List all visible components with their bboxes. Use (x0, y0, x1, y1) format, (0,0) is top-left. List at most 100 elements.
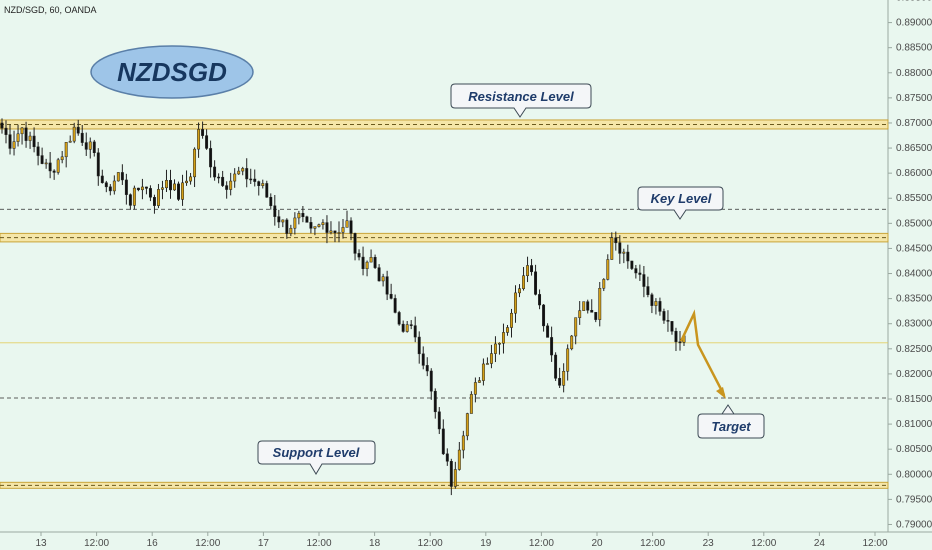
candle-body (646, 286, 650, 295)
candle-body (674, 331, 678, 343)
candle-body (530, 265, 534, 273)
callout-key-label: Key Level (651, 191, 712, 206)
candle-body (502, 332, 505, 344)
candle-body (614, 237, 618, 244)
candle-body (373, 257, 377, 268)
candle-body (181, 182, 184, 200)
x-tick-label-12: 23 (703, 538, 715, 549)
y-tick-label-7: 0.86000 (896, 168, 932, 179)
candle-body (606, 259, 610, 280)
candle-body (586, 301, 590, 311)
candle-body (666, 320, 670, 322)
candle-body (4, 127, 8, 135)
candle-body (88, 141, 92, 150)
x-tick-label-1: 12:00 (84, 538, 109, 549)
candle-body (309, 222, 313, 229)
candle-body (550, 337, 554, 356)
candle-body (197, 129, 201, 150)
chart-title: NZDSGD (117, 57, 227, 87)
candle-body (152, 197, 156, 206)
candle-body (56, 159, 60, 173)
candle-body (24, 127, 28, 141)
candle-body (44, 162, 48, 165)
callout-support-box (257, 440, 376, 475)
candle-body (173, 183, 176, 191)
candle-body (610, 237, 614, 260)
candles-layer (0, 118, 686, 496)
x-tick-label-11: 12:00 (640, 538, 665, 549)
candle-body (124, 179, 128, 195)
candle-body (165, 180, 168, 189)
x-tick-label-8: 19 (480, 538, 492, 549)
candle-body (461, 435, 465, 451)
x-tick-label-2: 16 (147, 538, 159, 549)
candle-body (349, 220, 353, 234)
candle-body (72, 126, 76, 142)
candle-body (80, 132, 84, 143)
y-tick-label-21: 0.79000 (896, 519, 932, 530)
candle-body (84, 142, 88, 150)
candle-body (481, 363, 485, 381)
candle-body (602, 279, 606, 289)
candle-body (20, 127, 24, 135)
candle-body (357, 253, 361, 258)
candle-body (417, 336, 421, 355)
candle-body (64, 142, 68, 158)
candle-body (189, 176, 193, 182)
candle-body (582, 301, 586, 311)
candle-body (590, 309, 594, 313)
candle-body (441, 428, 445, 455)
price-axis: 0.89500 0.89000 0.88500 0.88000 0.87500 0.870… (888, 0, 932, 530)
candle-body (345, 220, 349, 228)
title-badge-shape (90, 45, 254, 99)
candle-body (281, 219, 285, 223)
x-tick-label-13: 12:00 (751, 538, 776, 549)
candle-body (518, 288, 521, 294)
candle-body (205, 135, 209, 149)
candle-body (144, 186, 148, 189)
candle-body (313, 226, 317, 229)
candle-body (157, 189, 160, 206)
candle-body (650, 294, 654, 306)
y-tick-label-10: 0.84500 (896, 243, 932, 254)
candle-body (477, 380, 481, 383)
candle-body (233, 173, 237, 182)
candle-body (104, 182, 108, 188)
candle-body (136, 187, 140, 191)
candle-body (273, 205, 277, 217)
projection-layer (679, 309, 726, 399)
candle-body (177, 183, 180, 200)
candle-body (598, 287, 602, 320)
y-tick-label-16: 0.81500 (896, 394, 932, 405)
candle-body (301, 213, 305, 218)
callout-resistance-label: Resistance Level (468, 89, 574, 104)
candle-body (261, 183, 265, 186)
candle-body (510, 312, 513, 328)
candle-body (68, 140, 72, 143)
y-tick-label-14: 0.82500 (896, 344, 932, 355)
candle-body (321, 222, 325, 225)
callout-target-label: Target (711, 419, 751, 434)
candle-body (465, 413, 469, 437)
candle-body (630, 260, 634, 269)
candle-body (534, 271, 538, 295)
candle-body (642, 274, 646, 287)
candle-body (453, 469, 457, 487)
candle-body (437, 411, 441, 430)
candle-body (317, 224, 321, 227)
candle-body (120, 172, 124, 181)
candle-body (36, 146, 40, 156)
candle-body (32, 135, 36, 148)
y-tick-label-19: 0.80000 (896, 469, 932, 480)
y-tick-label-17: 0.81000 (896, 419, 932, 430)
x-tick-label-14: 24 (814, 538, 826, 549)
candle-body (658, 301, 662, 312)
candle-body (554, 354, 558, 379)
candle-body (76, 126, 80, 134)
candle-body (377, 267, 381, 282)
candle-body (638, 272, 642, 275)
candle-body (429, 370, 433, 392)
candle-body (341, 227, 345, 233)
candle-body (514, 292, 517, 314)
candle-body (209, 148, 213, 168)
